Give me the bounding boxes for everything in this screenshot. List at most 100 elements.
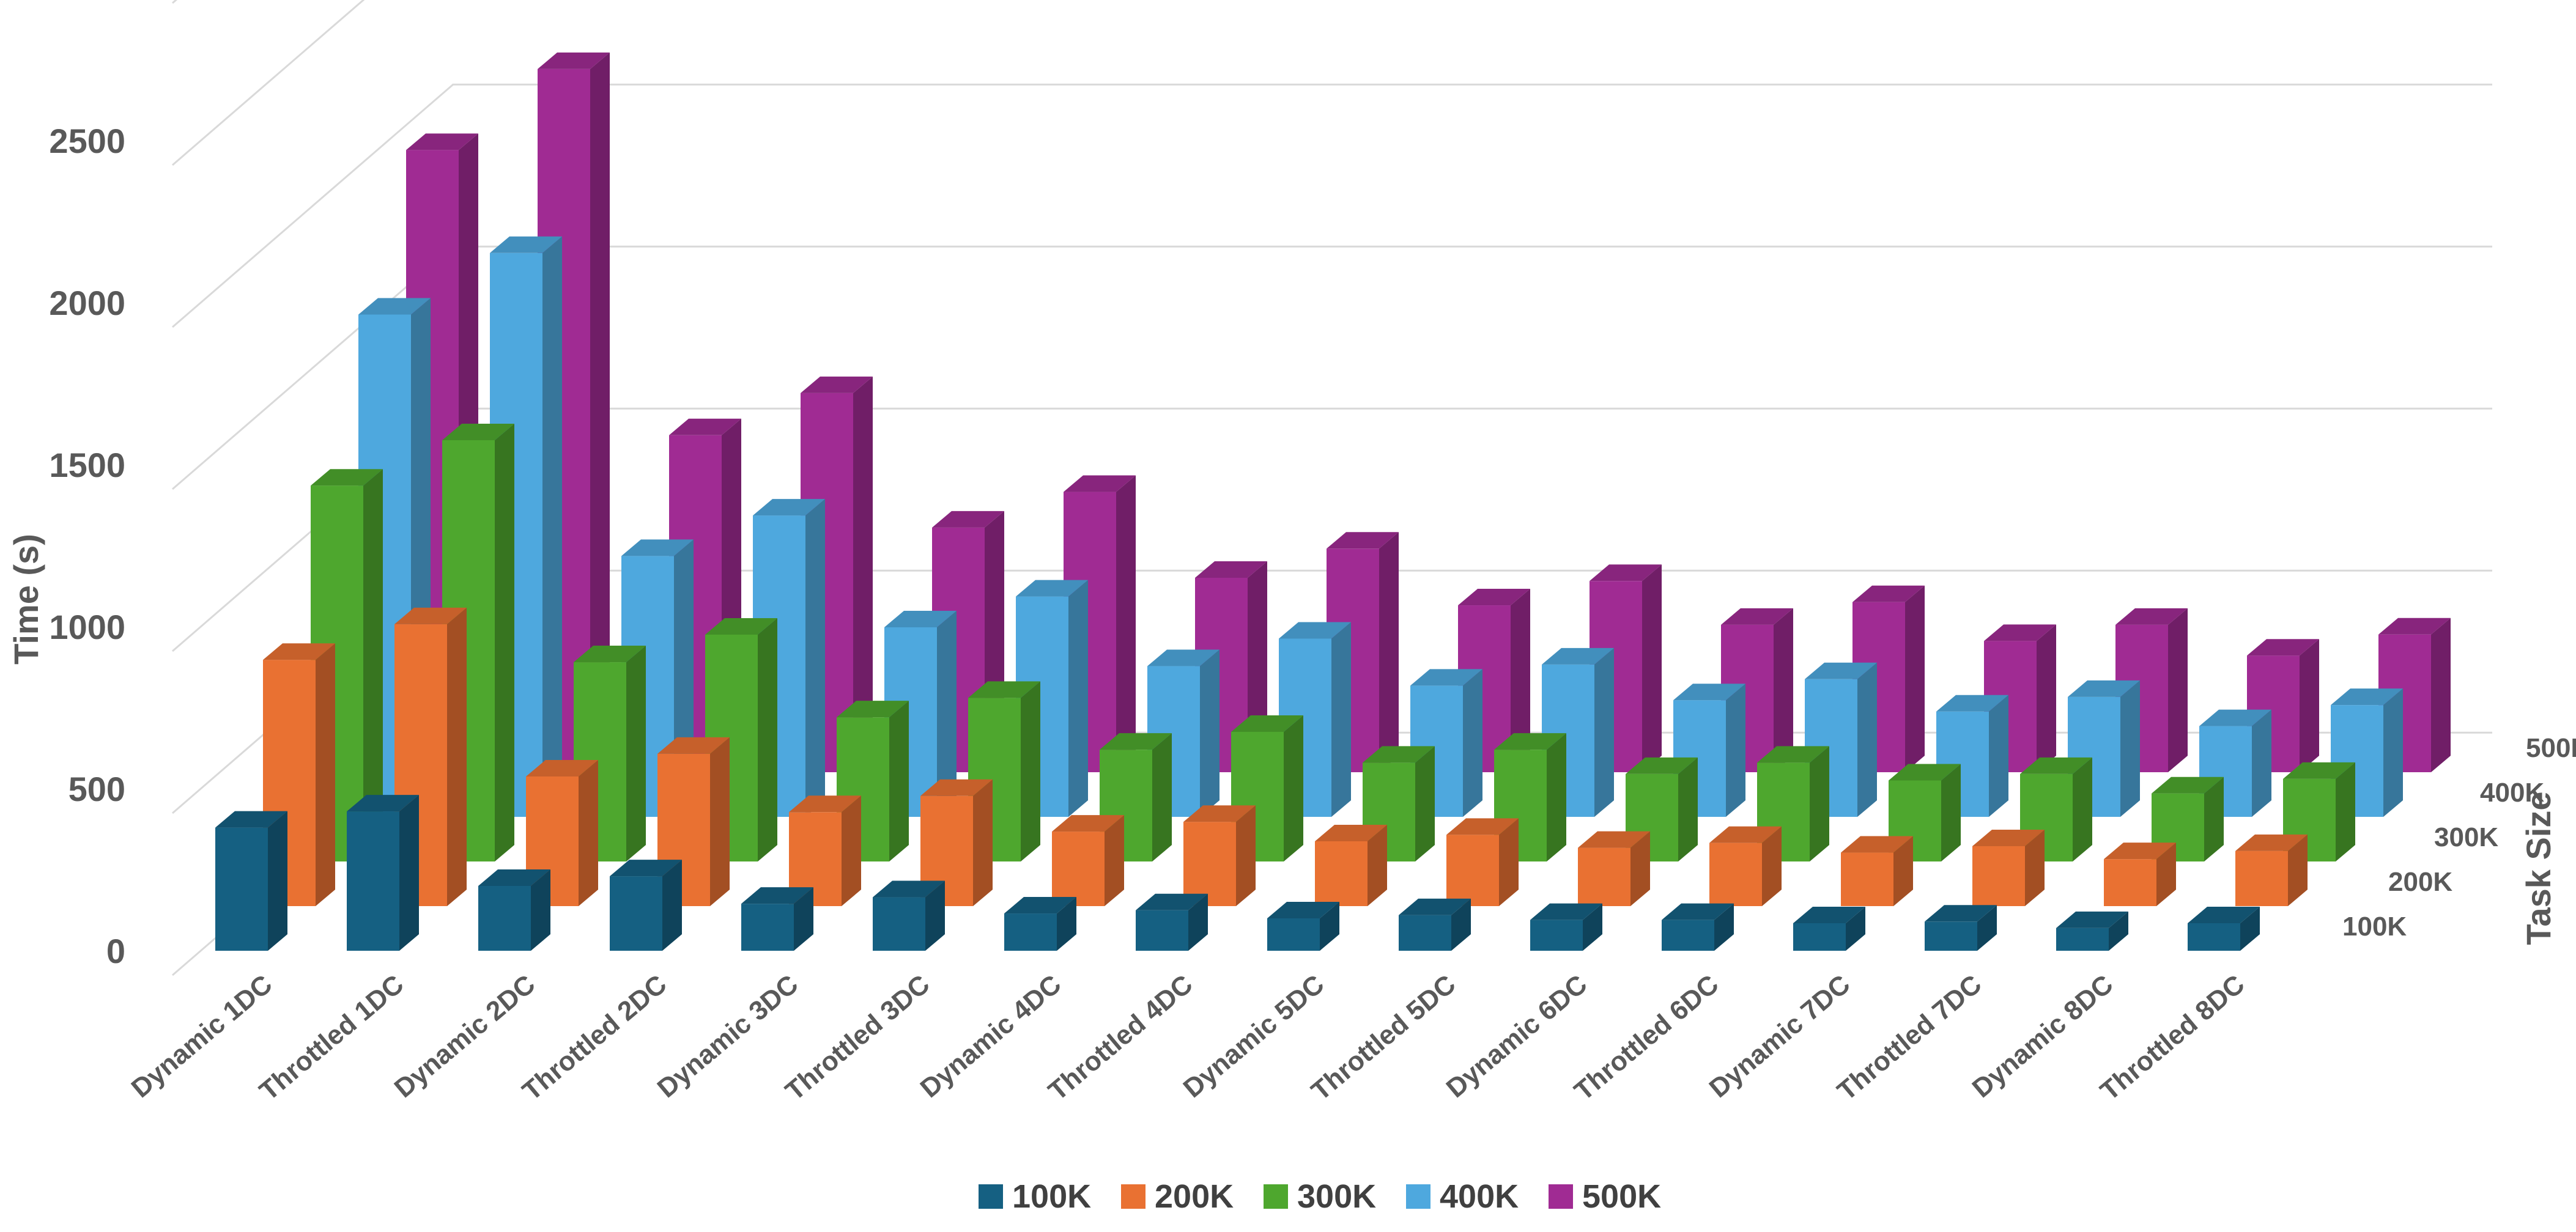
bar-top: [1793, 906, 1865, 923]
bar-side: [2336, 762, 2355, 861]
bar-front: [1399, 915, 1451, 951]
bar-top: [2068, 680, 2140, 697]
bar-top: [837, 701, 909, 718]
bar-top: [884, 610, 957, 627]
bar-top: [1458, 589, 1530, 606]
bar-top: [574, 646, 646, 663]
bar-side: [1379, 532, 1399, 772]
bar-side: [1774, 608, 1793, 772]
y-tick-label: 1500: [49, 446, 125, 484]
bar-side: [447, 607, 467, 906]
gridline: [172, 0, 365, 166]
x-tick-label: Throttled 5DC: [1306, 969, 1461, 1107]
bar-top: [1925, 905, 1997, 922]
x-tick-label: Throttled 8DC: [2095, 969, 2250, 1107]
bar-side: [1188, 893, 1208, 951]
bar-side: [363, 469, 383, 861]
bar: [1267, 902, 1339, 951]
bar-top: [1231, 715, 1303, 732]
bar-side: [1368, 825, 1387, 906]
bar-top: [490, 236, 562, 253]
bar-side: [1200, 649, 1220, 817]
y-tick-label: 2500: [49, 122, 125, 160]
bar-side: [1810, 746, 1829, 861]
bar-side: [542, 236, 562, 817]
bar-top: [347, 795, 419, 812]
bar-top: [311, 469, 383, 486]
bar: [1578, 831, 1650, 906]
bar-top: [920, 779, 993, 796]
bar-front: [1267, 918, 1320, 951]
bar-side: [1989, 695, 2008, 817]
bar-front: [1446, 835, 1499, 906]
bar-top: [873, 880, 945, 898]
bar-side: [1463, 669, 1482, 817]
legend-label: 400K: [1440, 1178, 1519, 1215]
depth-tick-label: 200K: [2388, 867, 2452, 897]
depth-tick-label: 300K: [2434, 822, 2498, 852]
bar-top: [1327, 532, 1399, 549]
bar-side: [2037, 624, 2056, 772]
bar-side: [1941, 764, 1961, 861]
bar-side: [316, 643, 335, 906]
bar-front: [1709, 843, 1762, 906]
bar-side: [925, 880, 945, 951]
bar-top: [1183, 805, 1256, 822]
bar-side: [2300, 639, 2319, 772]
bar: [1972, 829, 2045, 906]
bar-top: [2056, 911, 2128, 928]
x-tick-label: Throttled 2DC: [517, 969, 672, 1107]
bar-top: [741, 887, 813, 904]
bar-top: [657, 737, 730, 754]
bar: [1004, 897, 1076, 951]
bar: [2104, 843, 2176, 906]
bar-side: [1714, 903, 1734, 951]
y-tick-label: 500: [68, 770, 125, 808]
bar-side: [2288, 834, 2308, 906]
bar-side: [1678, 757, 1698, 861]
legend-swatch: [1406, 1184, 1430, 1209]
bar-top: [215, 811, 287, 828]
bar-top: [1004, 897, 1076, 914]
bar-top: [1852, 585, 1925, 602]
bar-top: [1494, 733, 1566, 750]
x-tick-label: Throttled 7DC: [1832, 969, 1987, 1107]
bar: [1530, 903, 1602, 951]
y-tick-label: 0: [106, 932, 125, 970]
bar-top: [526, 760, 598, 776]
bar: [1793, 906, 1865, 951]
bar-side: [1594, 647, 1614, 817]
bar-side: [710, 737, 730, 906]
bar-side: [268, 811, 287, 951]
legend-item: 100K: [979, 1178, 1091, 1215]
bar-top: [801, 376, 873, 393]
legend-item: 500K: [1549, 1178, 1661, 1215]
bar: [1446, 818, 1519, 906]
bar-top: [1446, 818, 1519, 835]
bar-front: [1841, 852, 1893, 906]
bar-top: [1984, 624, 2056, 641]
bar-side: [1415, 746, 1435, 861]
bar-top: [538, 52, 610, 69]
x-tick-label: Throttled 4DC: [1043, 969, 1198, 1107]
bar-front: [1972, 846, 2025, 906]
bar-top: [1578, 831, 1650, 848]
bar-top: [1889, 764, 1961, 781]
bar-top: [1530, 903, 1602, 920]
bar-top: [1147, 649, 1220, 666]
bar-front: [741, 904, 794, 951]
bar-top: [610, 860, 682, 877]
bar-top: [2378, 618, 2451, 635]
bar-top: [789, 795, 861, 813]
bar-front: [873, 897, 925, 951]
bar-side: [1451, 898, 1471, 951]
bar-front: [1662, 920, 1714, 951]
bar-top: [1936, 695, 2008, 712]
legend-item: 300K: [1264, 1178, 1376, 1215]
bar-front: [478, 886, 531, 951]
bar-top: [1805, 662, 1877, 679]
depth-axis-ticks: 100K 200K 300K 400K 500K: [2342, 733, 2576, 942]
bar-side: [590, 52, 610, 772]
bar-side: [889, 701, 909, 861]
bar: [1315, 825, 1387, 906]
